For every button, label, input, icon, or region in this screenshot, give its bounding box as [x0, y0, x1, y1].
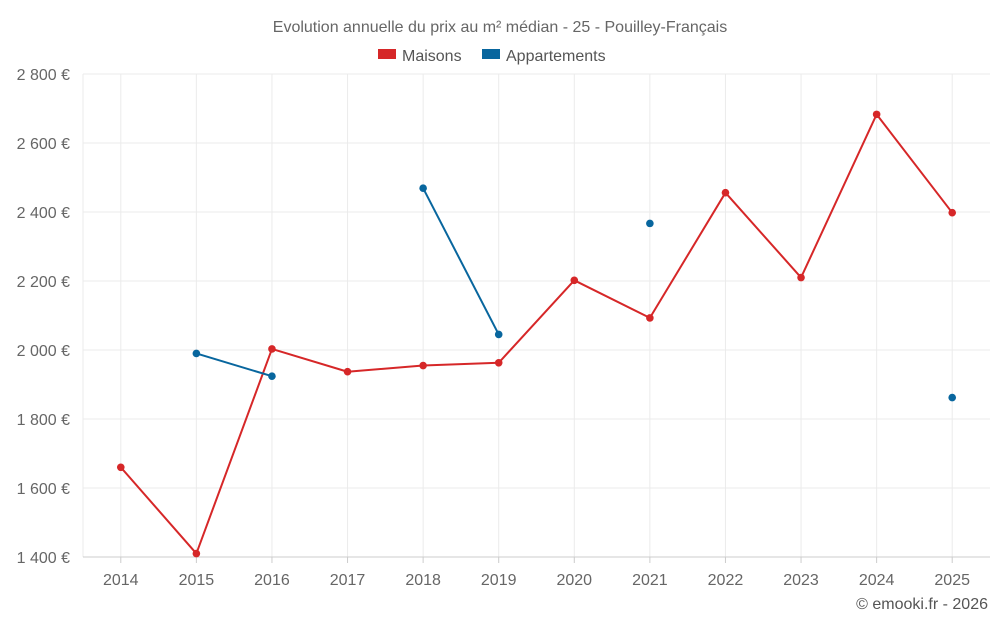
data-point-maisons-2021[interactable]: [646, 314, 654, 322]
series-appartements: [192, 184, 957, 402]
series-layer: [116, 110, 957, 558]
y-tick-label: 2 400 €: [17, 205, 70, 222]
legend-item-appartements[interactable]: Appartements: [482, 48, 606, 65]
y-tick-label: 2 600 €: [17, 136, 70, 153]
y-tick-label: 2 000 €: [17, 343, 70, 360]
data-point-appartements-2021[interactable]: [646, 219, 654, 228]
series-maisons: [116, 110, 957, 558]
x-tick-label: 2023: [783, 572, 819, 589]
legend-swatch-maisons: [378, 49, 396, 59]
y-tick-label: 1 800 €: [17, 412, 70, 429]
legend-item-maisons[interactable]: Maisons: [378, 48, 462, 65]
data-point-maisons-2023[interactable]: [797, 273, 805, 282]
x-axis: 2014 2015 2016 2017 2018 2019 2020 2021 2022 2023…: [83, 556, 990, 589]
y-tick-label: 2 200 €: [17, 274, 70, 291]
x-tick-label: 2025: [934, 572, 970, 589]
legend: Maisons Appartements: [378, 48, 606, 65]
data-point-maisons-2015[interactable]: [192, 549, 201, 558]
data-point-maisons-2022[interactable]: [721, 188, 730, 197]
x-tick-label: 2016: [254, 572, 290, 589]
x-tick-label: 2022: [708, 572, 744, 589]
data-point-maisons-2025[interactable]: [948, 208, 957, 217]
chart-title: Evolution annuelle du prix au m² médian …: [273, 19, 727, 36]
data-point-maisons-2024[interactable]: [872, 110, 881, 119]
legend-swatch-appartements: [482, 49, 500, 59]
series-line-appartements: [422, 187, 500, 335]
x-tick-label: 2014: [103, 572, 139, 589]
legend-label-appartements: Appartements: [506, 48, 606, 65]
y-tick-label: 1 600 €: [17, 481, 70, 498]
data-point-maisons-2016[interactable]: [268, 345, 276, 353]
data-point-maisons-2017[interactable]: [343, 367, 352, 376]
y-axis: 1 400 € 1 600 € 1 800 € 2 000 € 2 200 € 2 400…: [17, 67, 70, 567]
x-tick-label: 2020: [556, 572, 592, 589]
series-line-maisons: [120, 113, 954, 555]
data-point-appartements-2015[interactable]: [192, 349, 201, 358]
x-tick-label: 2024: [859, 572, 895, 589]
y-tick-label: 1 400 €: [17, 550, 70, 567]
x-tick-label: 2015: [179, 572, 215, 589]
data-point-maisons-2018[interactable]: [419, 361, 427, 370]
legend-label-maisons: Maisons: [402, 48, 462, 65]
x-tick-label: 2018: [405, 572, 441, 589]
data-point-appartements-2016[interactable]: [268, 372, 276, 381]
x-tick-label: 2019: [481, 572, 517, 589]
data-point-maisons-2020[interactable]: [570, 276, 579, 285]
x-tick-label: 2017: [330, 572, 366, 589]
data-point-appartements-2018[interactable]: [419, 184, 427, 192]
grid: [82, 73, 990, 558]
series-line-appartements: [196, 352, 273, 378]
data-point-maisons-2014[interactable]: [116, 463, 125, 472]
y-tick-label: 2 800 €: [17, 67, 70, 84]
data-point-appartements-2025[interactable]: [948, 393, 957, 402]
data-point-appartements-2019[interactable]: [494, 330, 503, 339]
data-point-maisons-2019[interactable]: [494, 358, 503, 367]
x-tick-label: 2021: [632, 572, 668, 589]
credit-text: © emooki.fr - 2026: [856, 596, 988, 613]
